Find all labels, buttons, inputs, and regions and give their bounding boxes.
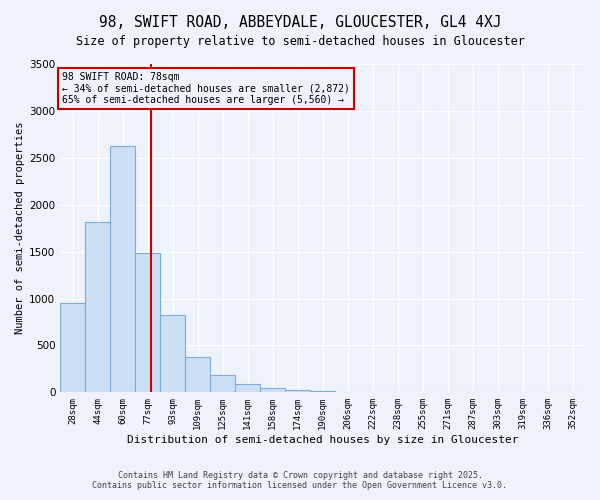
Text: Size of property relative to semi-detached houses in Gloucester: Size of property relative to semi-detach… [76, 35, 524, 48]
Text: 98 SWIFT ROAD: 78sqm
← 34% of semi-detached houses are smaller (2,872)
65% of se: 98 SWIFT ROAD: 78sqm ← 34% of semi-detac… [62, 72, 350, 104]
Bar [260, 388, 285, 392]
Y-axis label: Number of semi-detached properties: Number of semi-detached properties [15, 122, 25, 334]
Bar [85, 222, 110, 392]
Text: 98, SWIFT ROAD, ABBEYDALE, GLOUCESTER, GL4 4XJ: 98, SWIFT ROAD, ABBEYDALE, GLOUCESTER, G… [99, 15, 501, 30]
X-axis label: Distribution of semi-detached houses by size in Gloucester: Distribution of semi-detached houses by … [127, 435, 518, 445]
Bar [235, 384, 260, 392]
Bar [110, 146, 135, 392]
Bar [210, 375, 235, 392]
Bar [135, 252, 160, 392]
Text: Contains HM Land Registry data © Crown copyright and database right 2025.
Contai: Contains HM Land Registry data © Crown c… [92, 470, 508, 490]
Bar [310, 391, 335, 392]
Bar [60, 303, 85, 392]
Bar [185, 356, 210, 392]
Bar [285, 390, 310, 392]
Bar [160, 316, 185, 392]
